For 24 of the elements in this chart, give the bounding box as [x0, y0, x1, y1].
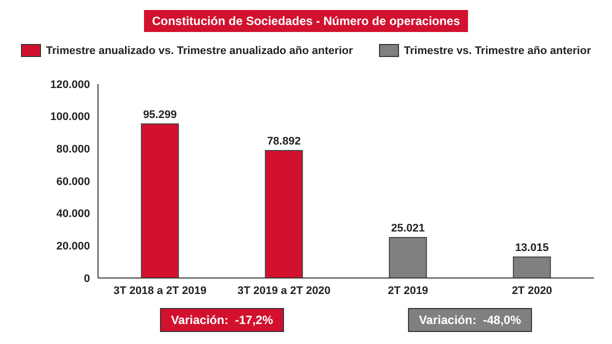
data-label: 78.892 [267, 135, 301, 148]
text: Variación: -48,0% [408, 308, 532, 332]
y-tick-label: 0 [84, 272, 90, 285]
legend-label: Trimestre vs. Trimestre año anterior [404, 44, 591, 56]
x-tick-label: 3T 2019 a 2T 2020 [238, 284, 330, 297]
text: Variación: -17,2% [160, 308, 284, 332]
y-tick-label: 60.000 [56, 176, 90, 188]
chart-title: Constitución de Sociedades - Número de operaciones [144, 10, 468, 32]
y-tick-label: 100.000 [50, 111, 90, 124]
bar [512, 256, 551, 278]
x-tick-label: 2T 2019 [388, 284, 428, 297]
x-tick-label: 3T 2018 a 2T 2019 [114, 284, 206, 297]
bar [140, 123, 179, 278]
y-tick-label: 80.000 [56, 144, 90, 156]
bar [388, 237, 427, 278]
y-tick-label: 120.000 [50, 78, 90, 91]
data-label: 95.299 [143, 108, 177, 121]
y-tick-label: 40.000 [56, 208, 90, 220]
data-label: 13.015 [515, 242, 549, 254]
bar [264, 150, 303, 278]
legend-label: Trimestre anualizado vs. Trimestre anualizado año anterior [46, 44, 353, 56]
y-tick-label: 20.000 [56, 240, 90, 253]
data-label: 25.021 [391, 222, 425, 235]
x-tick-label: 2T 2020 [512, 284, 552, 297]
